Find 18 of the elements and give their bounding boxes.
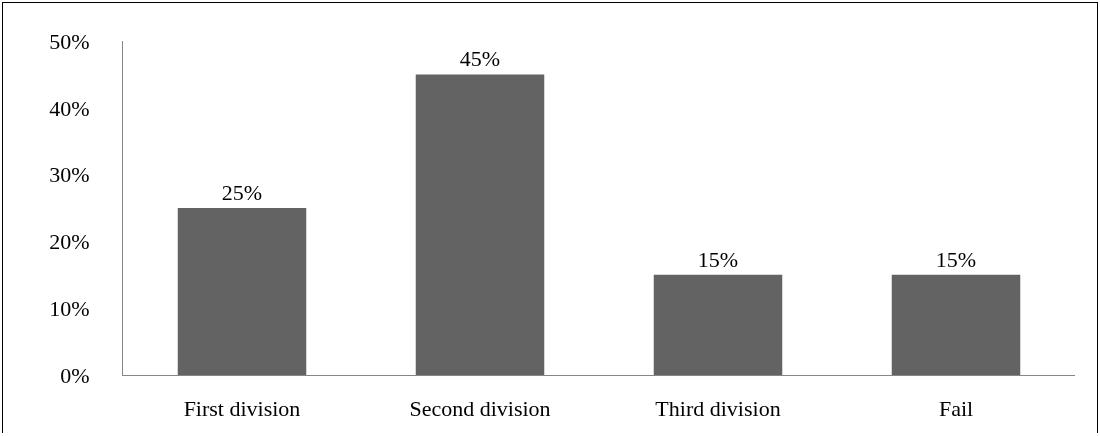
x-tick-label: Fail [938, 396, 974, 422]
x-tick-label: First division [183, 396, 301, 422]
y-tick-label: 20% [49, 229, 90, 255]
data-label: 25% [221, 180, 263, 205]
bar [653, 274, 783, 375]
data-label: 15% [697, 246, 739, 272]
y-tick-label: 10% [49, 295, 90, 321]
data-label: 15% [935, 246, 977, 272]
bar [415, 74, 545, 375]
x-tick-label: Third division [655, 396, 781, 422]
y-tick-label: 50% [49, 28, 90, 54]
y-tick-label: 30% [49, 162, 90, 188]
bar [891, 274, 1021, 375]
bar [177, 208, 307, 375]
y-tick-label: 0% [60, 362, 90, 388]
x-tick-label: Second division [409, 396, 551, 422]
data-label: 45% [459, 46, 501, 72]
y-tick-label: 40% [49, 95, 90, 121]
